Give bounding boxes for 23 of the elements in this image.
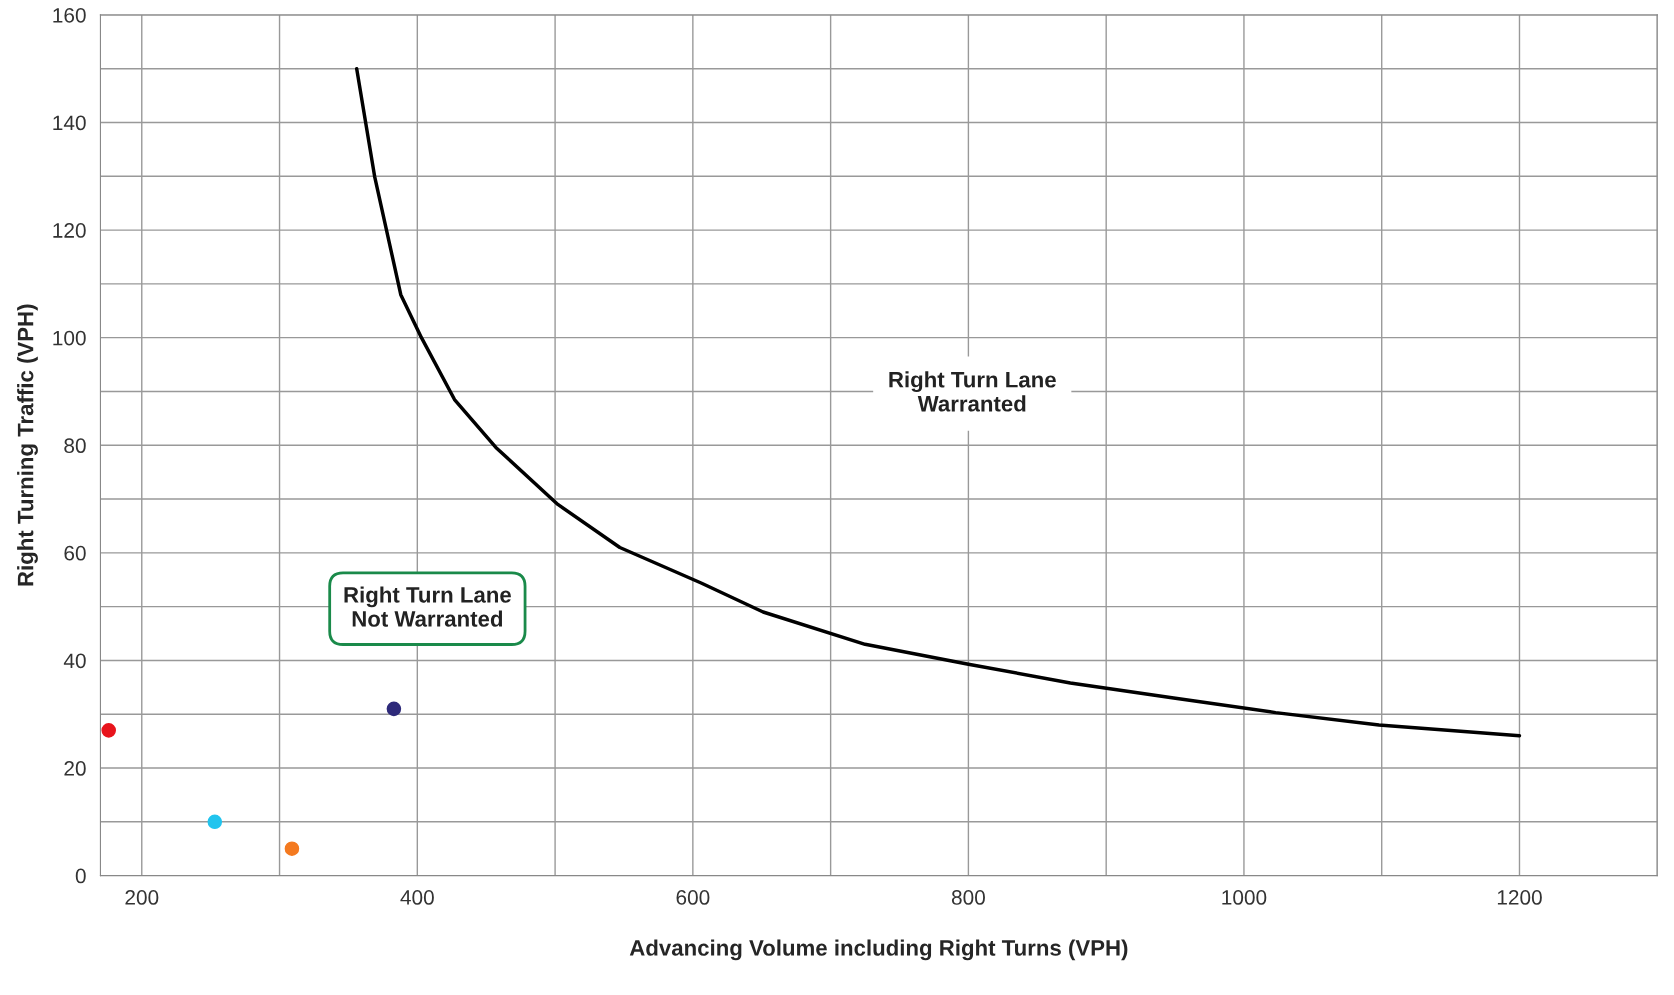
y-tick-label: 0: [75, 868, 86, 884]
x-tick-label: 800: [951, 890, 985, 905]
point: [101, 723, 116, 738]
y-tick-label: 40: [63, 653, 86, 669]
y-tick-label: 20: [64, 761, 86, 776]
y-tick-label: 160: [53, 7, 86, 23]
point: [207, 814, 223, 830]
y-tick-label: 80: [64, 438, 86, 454]
y-axis-title: Right Turning Traffic (VPH): [17, 304, 38, 586]
annotation: Right Turn Lane Warranted: [889, 371, 1056, 412]
y-tick-label: 120: [53, 223, 86, 238]
x-axis-title: Advancing Volume including Right Turns (VPH): [629, 939, 1128, 961]
y-tick-label: 60: [64, 545, 86, 561]
point: [386, 701, 402, 717]
x-tick-label: 200: [125, 890, 159, 905]
x-tick-label: 1200: [1497, 890, 1542, 905]
y-tick-label: 140: [53, 115, 86, 131]
annotation: Right Turn Lane Not Warranted: [344, 586, 511, 627]
point: [284, 841, 300, 856]
y-tick-label: 100: [53, 330, 86, 346]
x-tick-label: 1000: [1222, 890, 1267, 905]
x-tick-label: 600: [676, 890, 710, 905]
x-tick-label: 400: [400, 890, 434, 905]
